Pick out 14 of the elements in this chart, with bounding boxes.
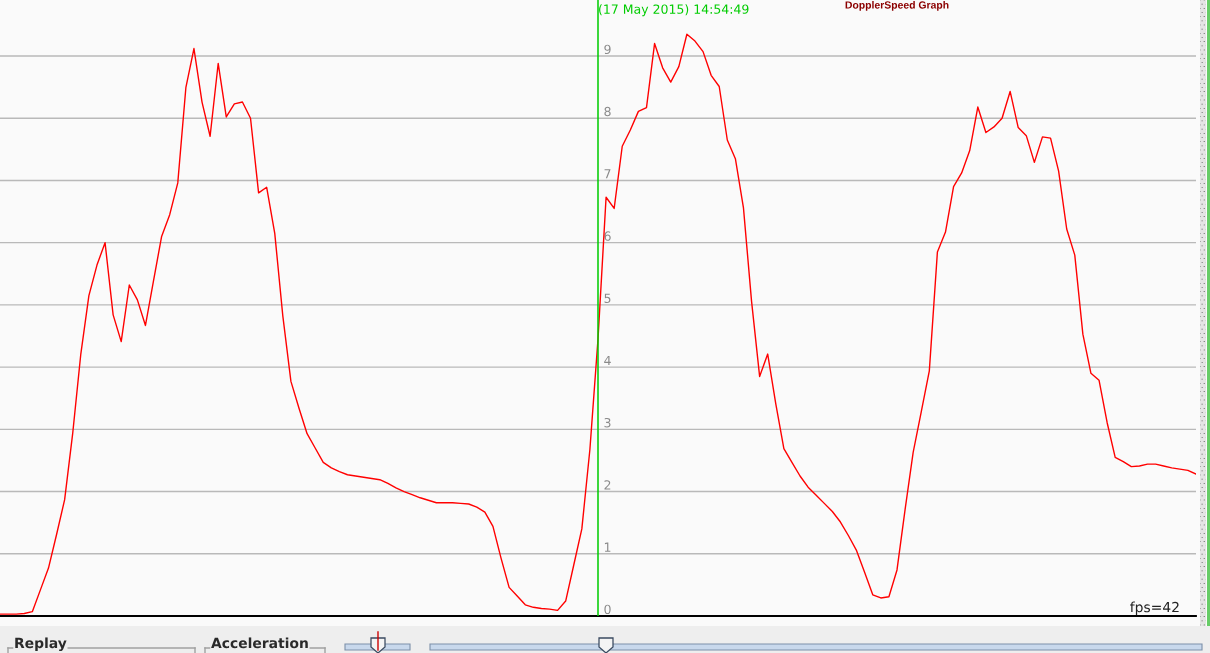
y-tick-label: 8 — [604, 106, 611, 117]
y-tick-label: 3 — [604, 417, 611, 428]
chart-title: DopplerSpeed Graph — [845, 1, 949, 11]
y-tick-label: 1 — [604, 542, 611, 552]
text: Acceleration — [211, 637, 308, 649]
text: Replay — [15, 637, 67, 651]
annotation: fps=42 — [1130, 601, 1179, 615]
y-tick-label: 2 — [604, 480, 611, 490]
y-tick-label: 9 — [604, 44, 611, 55]
y-tick-label: 4 — [604, 355, 611, 366]
y-tick-label: 7 — [604, 169, 611, 179]
y-tick-label: 5 — [604, 293, 611, 303]
annotation: (17 May 2015) 14:54:49 — [599, 4, 749, 17]
y-tick-label: 0 — [604, 604, 611, 615]
